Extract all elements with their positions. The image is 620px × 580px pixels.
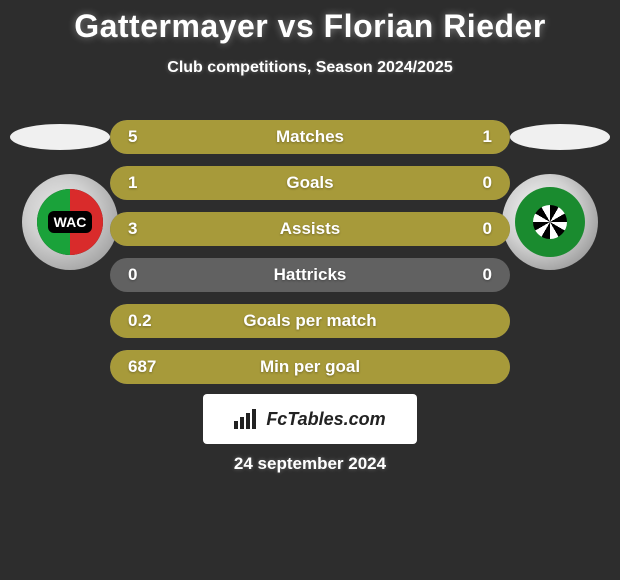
stat-value-right: 0	[440, 173, 510, 193]
team-abbr-left: WAC	[48, 211, 93, 233]
date-text: 24 september 2024	[0, 454, 620, 474]
stat-value-left: 1	[110, 173, 180, 193]
shadow-ellipse-right	[510, 124, 610, 150]
comparison-infographic: Gattermayer vs Florian Rieder Club compe…	[0, 0, 620, 580]
stat-row: 3Assists0	[110, 212, 510, 246]
brand-badge: FcTables.com	[203, 394, 417, 444]
page-subtitle: Club competitions, Season 2024/2025	[0, 59, 620, 77]
stat-row: 687Min per goal	[110, 350, 510, 384]
stat-row: 5Matches1	[110, 120, 510, 154]
brand-text: FcTables.com	[266, 409, 385, 430]
stats-panel: 5Matches11Goals03Assists00Hattricks00.2G…	[110, 120, 510, 396]
team-badge-left: WAC	[22, 174, 118, 270]
stat-value-right: 0	[440, 219, 510, 239]
team-crest-right	[515, 187, 585, 257]
stat-value-left: 0.2	[110, 311, 180, 331]
stat-label: Min per goal	[180, 357, 440, 377]
stat-label: Goals per match	[180, 311, 440, 331]
team-badge-right	[502, 174, 598, 270]
team-crest-left: WAC	[37, 189, 103, 255]
stat-label: Hattricks	[180, 265, 440, 285]
stat-row: 1Goals0	[110, 166, 510, 200]
stat-label: Assists	[180, 219, 440, 239]
stat-row: 0.2Goals per match	[110, 304, 510, 338]
page-title: Gattermayer vs Florian Rieder	[0, 8, 620, 45]
stat-row: 0Hattricks0	[110, 258, 510, 292]
shadow-ellipse-left	[10, 124, 110, 150]
chart-bars-icon	[234, 409, 260, 429]
stat-value-right: 1	[440, 127, 510, 147]
stat-label: Matches	[180, 127, 440, 147]
stat-value-right: 0	[440, 265, 510, 285]
stat-value-left: 0	[110, 265, 180, 285]
stat-value-left: 687	[110, 357, 180, 377]
stat-label: Goals	[180, 173, 440, 193]
stat-value-left: 3	[110, 219, 180, 239]
stat-value-left: 5	[110, 127, 180, 147]
